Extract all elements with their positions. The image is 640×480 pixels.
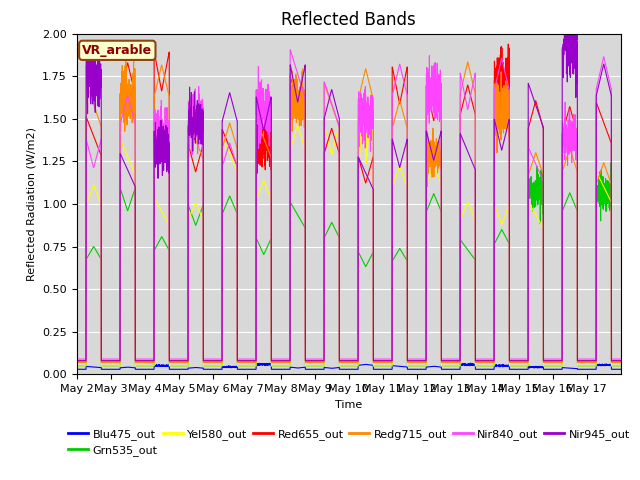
Blu475_out (186, 365, 193, 371)
Grn535_out (617, 363, 625, 369)
Nir945_out (539, 122, 547, 128)
Yel580_out (186, 214, 193, 220)
Nir840_out (525, 145, 532, 151)
Line: Blu475_out: Blu475_out (77, 363, 621, 369)
Yel580_out (369, 103, 377, 109)
Yel580_out (539, 224, 547, 230)
Yel580_out (617, 363, 625, 369)
Nir945_out (186, 84, 193, 90)
Nir945_out (398, 156, 406, 162)
Text: VR_arable: VR_arable (82, 44, 152, 57)
Line: Nir840_out: Nir840_out (77, 50, 621, 359)
Nir945_out (73, 358, 81, 364)
Blu475_out (525, 364, 532, 370)
Nir840_out (73, 356, 81, 362)
Blu475_out (73, 366, 81, 372)
Redg715_out (130, 55, 138, 61)
Redg715_out (186, 122, 193, 128)
Grn535_out (525, 175, 532, 180)
Grn535_out (539, 188, 547, 193)
Redg715_out (73, 360, 81, 365)
Yel580_out (73, 363, 81, 369)
Blu475_out (398, 364, 406, 370)
Nir840_out (286, 47, 294, 53)
Line: Yel580_out: Yel580_out (77, 92, 621, 366)
Red655_out (525, 124, 532, 130)
Line: Nir945_out: Nir945_out (77, 34, 621, 361)
Grn535_out (73, 363, 81, 369)
Line: Redg715_out: Redg715_out (77, 58, 621, 362)
Nir840_out (617, 356, 625, 362)
Red655_out (186, 146, 193, 152)
Grn535_out (369, 250, 377, 255)
Redg715_out (369, 96, 377, 101)
Grn535_out (186, 206, 193, 212)
Red655_out (398, 90, 406, 96)
Yel580_out (498, 221, 506, 227)
Red655_out (539, 123, 547, 129)
Line: Grn535_out: Grn535_out (77, 163, 621, 366)
Yel580_out (525, 200, 532, 205)
Nir945_out (369, 186, 377, 192)
Nir840_out (498, 57, 506, 62)
Red655_out (617, 358, 625, 364)
Redg715_out (525, 171, 532, 177)
Nir945_out (617, 358, 625, 364)
Yel580_out (398, 170, 406, 176)
Nir840_out (539, 178, 547, 183)
Nir840_out (369, 116, 377, 121)
Nir945_out (498, 147, 506, 153)
Nir945_out (561, 31, 568, 36)
Redg715_out (617, 360, 625, 365)
Redg715_out (498, 126, 506, 132)
Title: Reflected Bands: Reflected Bands (282, 11, 416, 29)
Redg715_out (539, 170, 547, 176)
Red655_out (369, 155, 377, 161)
Blu475_out (539, 364, 547, 370)
Line: Red655_out: Red655_out (77, 44, 621, 361)
Y-axis label: Reflected Radiation (W/m2): Reflected Radiation (W/m2) (27, 127, 36, 281)
Nir840_out (186, 146, 193, 152)
Blu475_out (467, 360, 474, 366)
Nir945_out (525, 81, 532, 87)
Redg715_out (398, 107, 406, 112)
Grn535_out (607, 160, 615, 166)
Yel580_out (361, 89, 369, 95)
X-axis label: Time: Time (335, 400, 362, 409)
Red655_out (498, 83, 506, 88)
Grn535_out (498, 227, 506, 233)
Blu475_out (498, 362, 506, 368)
Red655_out (73, 358, 81, 364)
Blu475_out (617, 366, 625, 372)
Grn535_out (398, 249, 406, 255)
Legend: Blu475_out, Grn535_out, Yel580_out, Red655_out, Redg715_out, Nir840_out, Nir945_: Blu475_out, Grn535_out, Yel580_out, Red6… (63, 424, 634, 460)
Red655_out (504, 41, 512, 47)
Nir840_out (398, 71, 406, 77)
Blu475_out (369, 362, 377, 368)
